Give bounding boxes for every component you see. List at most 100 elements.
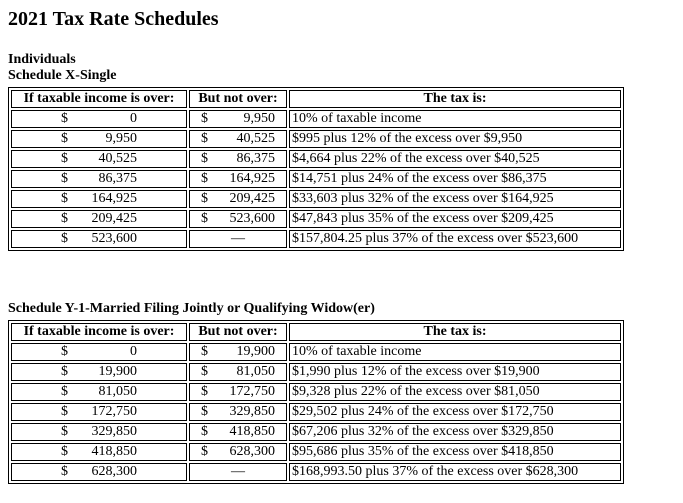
amount: $329,850 <box>61 424 137 440</box>
currency-symbol: $ <box>61 171 68 186</box>
currency-symbol: $ <box>201 151 208 166</box>
table-row: $81,050 $172,750 $9,328 plus 22% of the ex… <box>11 383 621 401</box>
table-body: $0 $9,950 10% of taxable income $9,950 $40,5… <box>11 110 621 248</box>
income-over-cell: $628,300 <box>11 463 187 481</box>
amount-value: 19,900 <box>98 364 138 379</box>
currency-symbol: $ <box>201 384 208 399</box>
tax-cell: 10% of taxable income <box>289 343 621 361</box>
group-label: Individuals <box>8 52 76 67</box>
table-head: If taxable income is over: But not over:… <box>11 323 621 341</box>
amount: $81,050 <box>61 384 137 400</box>
tax-cell: $33,603 plus 32% of the excess over $164… <box>289 190 621 208</box>
but-not-over-cell: $418,850 <box>189 423 287 441</box>
amount-value: 418,850 <box>91 444 138 459</box>
amount: $329,850 <box>201 404 275 420</box>
currency-symbol: $ <box>61 111 68 126</box>
table-row: $523,600 — $157,804.25 plus 37% of the exc… <box>11 230 621 248</box>
currency-symbol: $ <box>61 344 68 359</box>
amount-value: 86,375 <box>98 171 138 186</box>
currency-symbol: $ <box>201 131 208 146</box>
tax-cell: $67,206 plus 32% of the excess over $329… <box>289 423 621 441</box>
but-not-over-cell: $164,925 <box>189 170 287 188</box>
currency-symbol: $ <box>61 231 68 246</box>
currency-symbol: $ <box>61 364 68 379</box>
amount-value: 0 <box>130 344 137 359</box>
but-not-over-cell: $86,375 <box>189 150 287 168</box>
tax-cell: $9,328 plus 22% of the excess over $81,0… <box>289 383 621 401</box>
amount-value: 329,850 <box>91 424 138 439</box>
tax-cell: $168,993.50 plus 37% of the excess over … <box>289 463 621 481</box>
currency-symbol: $ <box>61 464 68 479</box>
income-over-cell: $0 <box>11 110 187 128</box>
page-title: 2021 Tax Rate Schedules <box>8 8 219 30</box>
amount: $523,600 <box>61 231 137 247</box>
table-row: $86,375 $164,925 $14,751 plus 24% of the e… <box>11 170 621 188</box>
amount: $0 <box>61 111 137 127</box>
income-over-cell: $19,900 <box>11 363 187 381</box>
but-not-over-cell: $523,600 <box>189 210 287 228</box>
currency-symbol: $ <box>201 404 208 419</box>
amount-value: 164,925 <box>91 191 138 206</box>
amount: $209,425 <box>201 191 275 207</box>
table-row: $40,525 $86,375 $4,664 plus 22% of the exc… <box>11 150 621 168</box>
amount-value: 523,600 <box>229 211 276 226</box>
tax-cell: $1,990 plus 12% of the excess over $19,9… <box>289 363 621 381</box>
amount-value: 418,850 <box>229 424 276 439</box>
tax-cell: $47,843 plus 35% of the excess over $209… <box>289 210 621 228</box>
amount-value: 0 <box>130 111 137 126</box>
tax-cell: $157,804.25 plus 37% of the excess over … <box>289 230 621 248</box>
amount-value: 19,900 <box>236 344 276 359</box>
amount: $86,375 <box>61 171 137 187</box>
currency-symbol: $ <box>201 211 208 226</box>
currency-symbol: $ <box>201 191 208 206</box>
table-body: $0 $19,900 10% of taxable income $19,900 $81… <box>11 343 621 481</box>
amount-value: 523,600 <box>91 231 138 246</box>
tax-cell: 10% of taxable income <box>289 110 621 128</box>
income-over-cell: $172,750 <box>11 403 187 421</box>
amount-value: 40,525 <box>236 131 276 146</box>
header-income-over: If taxable income is over: <box>11 90 187 108</box>
but-not-over-cell: $19,900 <box>189 343 287 361</box>
currency-symbol: $ <box>201 444 208 459</box>
amount: $628,300 <box>61 464 137 480</box>
income-over-cell: $209,425 <box>11 210 187 228</box>
table-row: $209,425 $523,600 $47,843 plus 35% of the … <box>11 210 621 228</box>
tax-cell: $14,751 plus 24% of the excess over $86,… <box>289 170 621 188</box>
currency-symbol: $ <box>61 191 68 206</box>
currency-symbol: $ <box>201 111 208 126</box>
currency-symbol: $ <box>61 384 68 399</box>
amount: $209,425 <box>61 211 137 227</box>
amount-value: 628,300 <box>229 444 276 459</box>
currency-symbol: $ <box>201 424 208 439</box>
table-row: $418,850 $628,300 $95,686 plus 35% of the … <box>11 443 621 461</box>
table-row: $628,300 — $168,993.50 plus 37% of the exc… <box>11 463 621 481</box>
currency-symbol: $ <box>201 171 208 186</box>
amount: $172,750 <box>201 384 275 400</box>
amount: $81,050 <box>201 364 275 380</box>
currency-symbol: $ <box>61 131 68 146</box>
table-row: $9,950 $40,525 $995 plus 12% of the excess… <box>11 130 621 148</box>
amount: $418,850 <box>201 424 275 440</box>
amount-value: 81,050 <box>98 384 138 399</box>
currency-symbol: $ <box>61 211 68 226</box>
income-over-cell: $418,850 <box>11 443 187 461</box>
amount-value: 209,425 <box>229 191 276 206</box>
amount: $86,375 <box>201 151 275 167</box>
schedule-x-table: If taxable income is over: But not over:… <box>8 87 624 251</box>
header-but-not-over: But not over: <box>189 323 287 341</box>
but-not-over-cell: — <box>189 230 287 248</box>
tax-cell: $4,664 plus 22% of the excess over $40,5… <box>289 150 621 168</box>
amount-value: 9,950 <box>105 131 138 146</box>
amount-value: 81,050 <box>236 364 276 379</box>
table-row: $19,900 $81,050 $1,990 plus 12% of the exc… <box>11 363 621 381</box>
amount: $164,925 <box>61 191 137 207</box>
currency-symbol: $ <box>61 444 68 459</box>
amount: $19,900 <box>61 364 137 380</box>
income-over-cell: $164,925 <box>11 190 187 208</box>
income-over-cell: $86,375 <box>11 170 187 188</box>
amount-value: 329,850 <box>229 404 276 419</box>
amount: $40,525 <box>61 151 137 167</box>
tax-cell: $995 plus 12% of the excess over $9,950 <box>289 130 621 148</box>
table-row: $172,750 $329,850 $29,502 plus 24% of the … <box>11 403 621 421</box>
